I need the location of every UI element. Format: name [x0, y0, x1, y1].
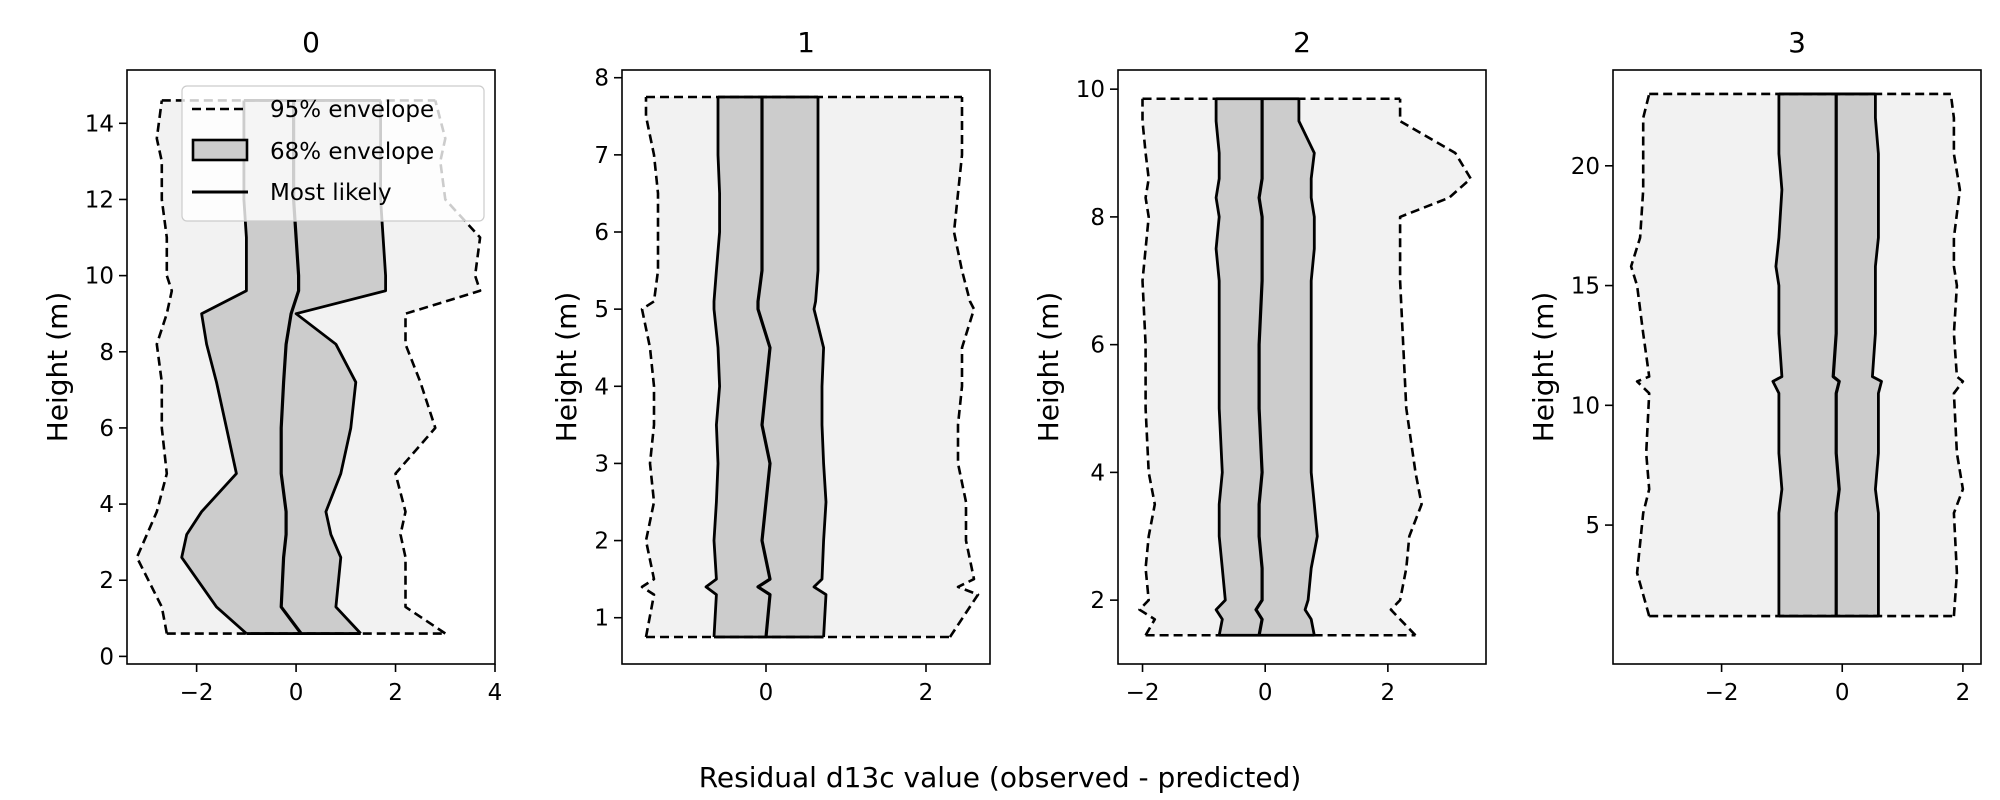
x-tick-label: 0: [1258, 680, 1273, 706]
envelope-68-high-line: [1871, 94, 1883, 617]
y-tick-label: 10: [1571, 393, 1600, 419]
y-tick-label: 4: [99, 492, 114, 518]
y-tick-label: 3: [594, 451, 609, 477]
envelope-68-high-line: [812, 97, 828, 638]
x-tick-label: −2: [180, 680, 214, 706]
plot-frame: [621, 69, 991, 665]
panel-3: −2 0 2 5 10 15 20 3 Height (m): [1527, 26, 1982, 706]
y-axis-label: Height (m): [1527, 292, 1560, 443]
envelope-68-fill: [1216, 98, 1318, 636]
y-tick-label: 5: [594, 297, 609, 323]
x-tick-label: 2: [388, 680, 403, 706]
panel-title: 2: [1293, 26, 1311, 59]
legend-label-most-likely: Most likely: [270, 180, 392, 206]
envelope-68-fill: [706, 97, 826, 637]
x-tick-label: 2: [1381, 680, 1396, 706]
y-axis-label: Height (m): [1032, 292, 1065, 443]
envelope-95-high-line: [948, 97, 980, 638]
y-tick-label: 6: [594, 220, 609, 246]
envelope-95-low-line: [1138, 98, 1157, 636]
x-tick-label: −2: [1126, 680, 1160, 706]
envelope-68-low-line: [1214, 98, 1227, 636]
envelope-95-low-line: [135, 100, 174, 634]
y-tick-label: 7: [594, 143, 609, 169]
envelope-68-high-line: [1297, 98, 1319, 636]
plot-frame: [126, 69, 496, 665]
y-tick-label: 2: [1090, 588, 1105, 614]
y-tick-label: 2: [594, 529, 609, 555]
x-tick-label: 0: [289, 680, 304, 706]
y-tick-label: 4: [1090, 460, 1105, 486]
legend-label-95-envelope: 95% envelope: [270, 97, 434, 123]
x-tick-label: 2: [919, 680, 934, 706]
most-likely-line: [756, 97, 772, 638]
x-tick-label: 0: [759, 680, 774, 706]
y-tick-label: 8: [99, 340, 114, 366]
y-tick-label: 2: [99, 568, 114, 594]
x-tick-label: 4: [488, 680, 503, 706]
panel-title: 3: [1788, 26, 1806, 59]
y-tick-label: 8: [1090, 205, 1105, 231]
plot-frame: [1117, 69, 1487, 665]
legend-label-68-envelope: 68% envelope: [270, 139, 434, 165]
most-likely-line: [1254, 98, 1264, 636]
envelope-95-low-line: [1629, 93, 1651, 617]
y-tick-label: 0: [99, 644, 114, 670]
y-tick-label: 6: [99, 416, 114, 442]
panel-1: 0 2 1 2 3 4 5 6 7 8 1 Height (m): [550, 26, 991, 706]
envelope-68-low-line: [704, 97, 721, 638]
x-tick-label: −2: [1705, 680, 1739, 706]
legend-frame: [181, 85, 485, 222]
y-axis-label: Height (m): [550, 292, 583, 443]
envelope-68-low-line: [1771, 94, 1784, 617]
plot-frame: [1612, 69, 1982, 665]
y-tick-label: 12: [85, 187, 114, 213]
envelope-95-high-line: [1389, 98, 1472, 637]
panel-title: 1: [797, 26, 815, 59]
y-tick-label: 5: [1585, 513, 1600, 539]
figure-xlabel: Residual d13c value (observed - predicte…: [699, 761, 1302, 794]
envelope-95-low-line: [640, 97, 660, 638]
y-tick-label: 15: [1571, 274, 1600, 300]
y-axis-label: Height (m): [41, 292, 74, 443]
envelope-68-fill: [1772, 94, 1882, 617]
legend-swatch-68-envelope: [191, 138, 249, 162]
y-tick-label: 1: [594, 606, 609, 632]
y-tick-label: 10: [85, 264, 114, 290]
y-tick-label: 4: [594, 374, 609, 400]
y-tick-label: 14: [85, 111, 114, 137]
y-tick-label: 6: [1090, 333, 1105, 359]
x-tick-label: 2: [1956, 680, 1971, 706]
envelope-95-high-line: [1949, 93, 1965, 617]
legend: 95% envelope 68% envelope Most likely: [181, 85, 485, 222]
panel-title: 0: [302, 26, 320, 59]
x-tick-label: 0: [1835, 680, 1850, 706]
y-tick-label: 10: [1076, 77, 1105, 103]
most-likely-line: [1831, 94, 1841, 617]
y-tick-label: 20: [1571, 154, 1600, 180]
panel-2: −2 0 2 2 4 6 8 10 2 Height (m): [1032, 26, 1487, 706]
y-tick-label: 8: [594, 66, 609, 92]
